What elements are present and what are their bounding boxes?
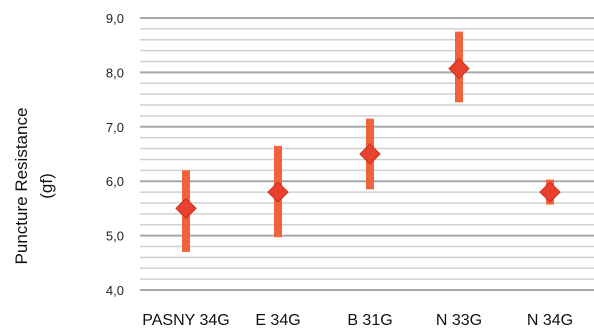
y-tick-label: 8,0 bbox=[106, 65, 124, 80]
error-bars bbox=[182, 31, 554, 252]
y-tick-label: 5,0 bbox=[106, 229, 124, 244]
data-point bbox=[175, 197, 197, 220]
y-tick-label: 4,0 bbox=[106, 283, 124, 298]
y-tick-label: 7,0 bbox=[106, 120, 124, 135]
data-point bbox=[359, 143, 381, 165]
y-tick-label: 6,0 bbox=[106, 174, 124, 189]
y-tick-labels: 4,0 5,0 6,0 7,0 8,0 9,0 bbox=[106, 11, 124, 298]
x-tick-labels: PASNY 34G E 34G B 31G N 33G N 34G bbox=[142, 312, 573, 328]
x-tick-label: PASNY 34G bbox=[142, 312, 229, 328]
data-point bbox=[448, 57, 470, 80]
x-tick-label: N 34G bbox=[527, 312, 573, 328]
x-tick-label: B 31G bbox=[347, 312, 392, 328]
x-tick-label: N 33G bbox=[436, 312, 482, 328]
x-tick-label: E 34G bbox=[255, 312, 300, 328]
data-point bbox=[539, 181, 561, 203]
y-axis-title-line2: (gf) bbox=[37, 173, 56, 199]
y-axis-title-line1: Puncture Resistance bbox=[12, 108, 31, 265]
data-markers bbox=[175, 57, 561, 220]
y-tick-label: 9,0 bbox=[106, 11, 124, 26]
data-point bbox=[267, 181, 289, 203]
